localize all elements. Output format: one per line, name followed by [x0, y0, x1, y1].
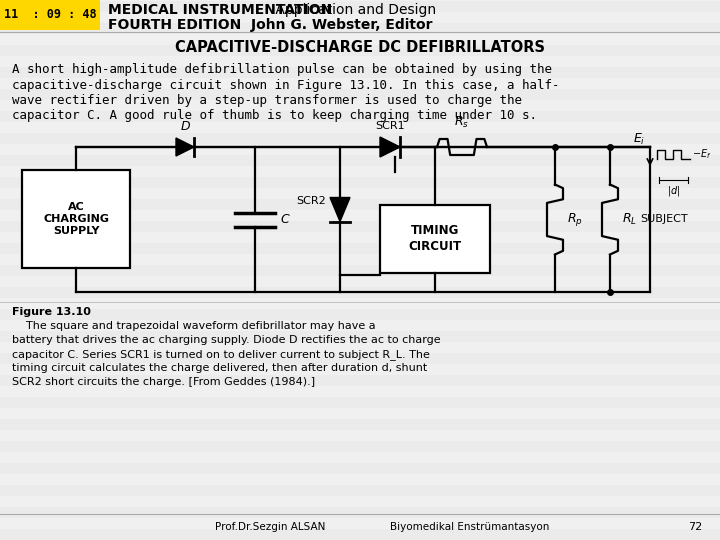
Text: SUPPLY: SUPPLY — [53, 226, 99, 236]
Text: $R_s$: $R_s$ — [454, 115, 469, 130]
Bar — [0, 133, 720, 144]
Text: MEDICAL INSTRUMENTATION: MEDICAL INSTRUMENTATION — [108, 3, 332, 17]
Polygon shape — [330, 198, 350, 221]
Bar — [0, 375, 720, 386]
Bar — [0, 397, 720, 408]
Text: 11  : 09 : 48: 11 : 09 : 48 — [4, 9, 96, 22]
Bar — [0, 485, 720, 496]
Bar — [0, 89, 720, 100]
Text: $-E_f$: $-E_f$ — [692, 147, 711, 161]
Text: Biyomedikal Enstrümantasyon: Biyomedikal Enstrümantasyon — [390, 522, 549, 532]
Text: Prof.Dr.Sezgin ALSAN: Prof.Dr.Sezgin ALSAN — [215, 522, 325, 532]
Bar — [0, 23, 720, 34]
Text: wave rectifier driven by a step-up transformer is used to charge the: wave rectifier driven by a step-up trans… — [12, 94, 522, 107]
Bar — [0, 463, 720, 474]
Bar — [380, 205, 490, 273]
Text: $|d|$: $|d|$ — [667, 184, 680, 198]
Text: CIRCUIT: CIRCUIT — [408, 240, 462, 253]
Text: CHARGING: CHARGING — [43, 214, 109, 224]
Text: TIMING: TIMING — [411, 225, 459, 238]
Text: SCR2 short circuits the charge. [From Geddes (1984).]: SCR2 short circuits the charge. [From Ge… — [12, 377, 315, 387]
Text: D: D — [180, 120, 190, 133]
Text: $E_i$: $E_i$ — [633, 131, 645, 146]
Text: capacitive-discharge circuit shown in Figure 13.10. In this case, a half-: capacitive-discharge circuit shown in Fi… — [12, 78, 559, 91]
Text: capacitor C. Series SCR1 is turned on to deliver current to subject R_L. The: capacitor C. Series SCR1 is turned on to… — [12, 349, 430, 360]
Polygon shape — [380, 137, 400, 157]
Bar — [0, 529, 720, 540]
Text: AC: AC — [68, 202, 84, 212]
Bar — [0, 0, 100, 30]
Text: battery that drives the ac charging supply. Diode D rectifies the ac to charge: battery that drives the ac charging supp… — [12, 335, 441, 345]
Bar — [0, 177, 720, 188]
Bar — [0, 331, 720, 342]
Bar — [0, 45, 720, 56]
Text: $R_L$: $R_L$ — [622, 212, 637, 227]
Bar — [0, 111, 720, 122]
Text: SCR2: SCR2 — [296, 197, 326, 206]
Bar — [0, 507, 720, 518]
Text: 72: 72 — [688, 522, 702, 532]
Text: capacitor C. A good rule of thumb is to keep charging time under 10 s.: capacitor C. A good rule of thumb is to … — [12, 110, 537, 123]
Polygon shape — [176, 138, 194, 156]
Bar — [22, 170, 130, 268]
Bar — [0, 309, 720, 320]
Text: Application and Design: Application and Design — [271, 3, 436, 17]
Bar — [0, 155, 720, 166]
Text: The square and trapezoidal waveform defibrillator may have a: The square and trapezoidal waveform defi… — [12, 321, 376, 331]
Bar — [0, 221, 720, 232]
Text: SCR1: SCR1 — [375, 121, 405, 131]
Text: timing circuit calculates the charge delivered, then after duration d, shunt: timing circuit calculates the charge del… — [12, 363, 427, 373]
Text: SUBJECT: SUBJECT — [640, 214, 688, 225]
Bar — [0, 1, 720, 12]
Bar — [0, 419, 720, 430]
Text: C: C — [280, 213, 289, 226]
Bar — [0, 353, 720, 364]
Text: Figure 13.10: Figure 13.10 — [12, 307, 91, 317]
Bar — [0, 67, 720, 78]
Bar — [0, 441, 720, 452]
Text: $R_p$: $R_p$ — [567, 211, 583, 228]
Bar — [0, 199, 720, 210]
Bar — [0, 287, 720, 298]
Text: A short high-amplitude defibrillation pulse can be obtained by using the: A short high-amplitude defibrillation pu… — [12, 63, 552, 76]
Bar — [0, 243, 720, 254]
Text: FOURTH EDITION  John G. Webster, Editor: FOURTH EDITION John G. Webster, Editor — [108, 18, 433, 32]
Text: CAPACITIVE-DISCHARGE DC DEFIBRILLATORS: CAPACITIVE-DISCHARGE DC DEFIBRILLATORS — [175, 40, 545, 56]
Bar — [0, 265, 720, 276]
